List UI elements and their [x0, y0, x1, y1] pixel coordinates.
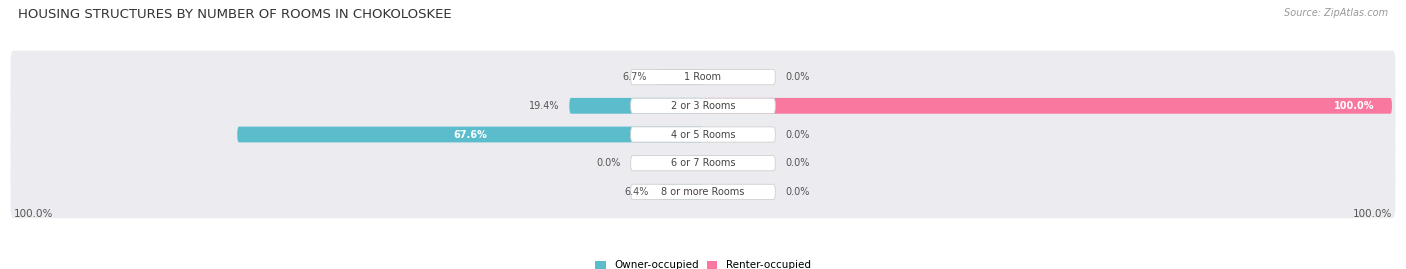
Text: HOUSING STRUCTURES BY NUMBER OF ROOMS IN CHOKOLOSKEE: HOUSING STRUCTURES BY NUMBER OF ROOMS IN…: [18, 8, 451, 21]
FancyBboxPatch shape: [238, 127, 703, 142]
Text: 0.0%: 0.0%: [786, 187, 810, 197]
Text: 100.0%: 100.0%: [1334, 101, 1375, 111]
Text: 6.4%: 6.4%: [624, 187, 648, 197]
Text: 6.7%: 6.7%: [621, 72, 647, 82]
Text: 0.0%: 0.0%: [786, 72, 810, 82]
Text: 4 or 5 Rooms: 4 or 5 Rooms: [671, 129, 735, 140]
FancyBboxPatch shape: [11, 108, 1395, 161]
FancyBboxPatch shape: [11, 137, 1395, 190]
Text: 0.0%: 0.0%: [596, 158, 620, 168]
FancyBboxPatch shape: [631, 184, 775, 200]
FancyBboxPatch shape: [631, 127, 775, 142]
FancyBboxPatch shape: [11, 79, 1395, 132]
Text: 2 or 3 Rooms: 2 or 3 Rooms: [671, 101, 735, 111]
Text: 100.0%: 100.0%: [1353, 209, 1392, 219]
FancyBboxPatch shape: [569, 98, 703, 114]
FancyBboxPatch shape: [659, 184, 703, 200]
Text: 0.0%: 0.0%: [786, 129, 810, 140]
FancyBboxPatch shape: [631, 155, 775, 171]
Text: 0.0%: 0.0%: [786, 158, 810, 168]
FancyBboxPatch shape: [11, 51, 1395, 104]
FancyBboxPatch shape: [11, 165, 1395, 218]
Text: 19.4%: 19.4%: [529, 101, 560, 111]
Legend: Owner-occupied, Renter-occupied: Owner-occupied, Renter-occupied: [595, 260, 811, 269]
FancyBboxPatch shape: [657, 69, 703, 85]
Text: 1 Room: 1 Room: [685, 72, 721, 82]
Text: 100.0%: 100.0%: [14, 209, 53, 219]
Text: 8 or more Rooms: 8 or more Rooms: [661, 187, 745, 197]
Text: Source: ZipAtlas.com: Source: ZipAtlas.com: [1284, 8, 1388, 18]
FancyBboxPatch shape: [631, 98, 775, 114]
FancyBboxPatch shape: [631, 69, 775, 85]
Text: 67.6%: 67.6%: [453, 129, 486, 140]
Text: 6 or 7 Rooms: 6 or 7 Rooms: [671, 158, 735, 168]
FancyBboxPatch shape: [703, 98, 1392, 114]
